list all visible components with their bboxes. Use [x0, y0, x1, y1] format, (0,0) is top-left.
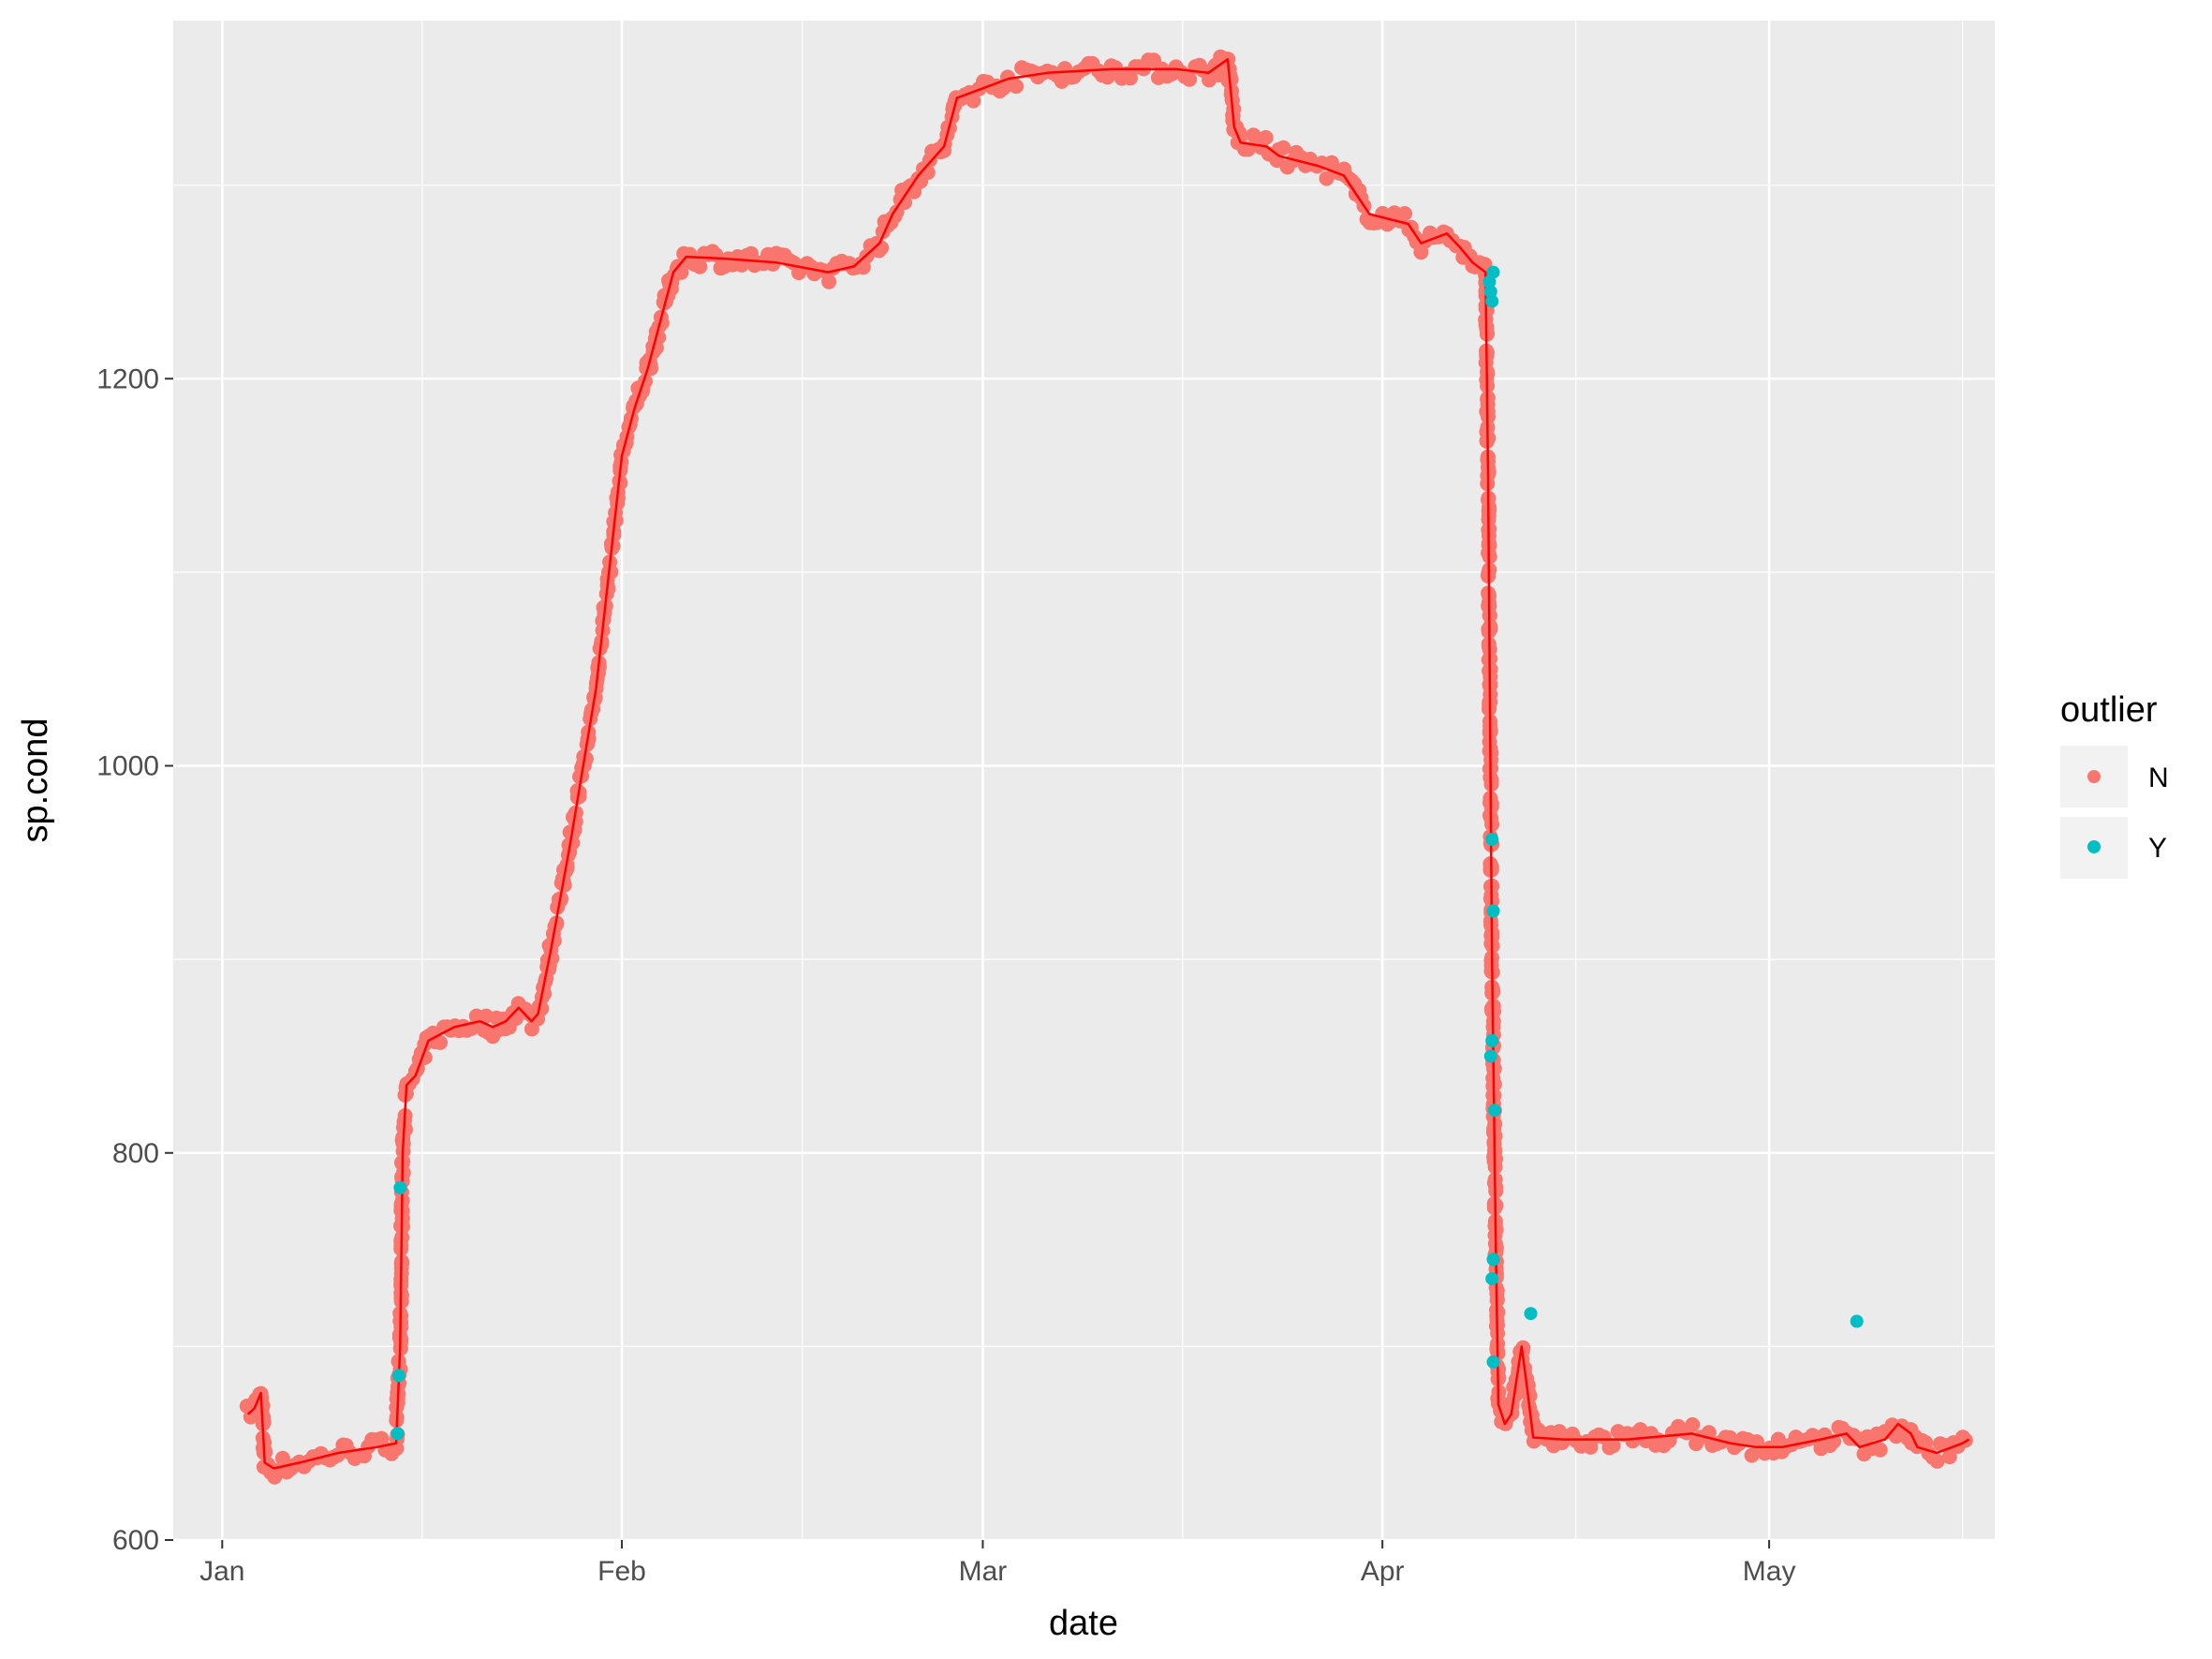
point-y: [393, 1180, 407, 1194]
y-tick-label: 600: [112, 1525, 159, 1556]
legend-label-y: Y: [2148, 833, 2167, 864]
point-n: [1123, 70, 1138, 86]
point-n: [578, 750, 594, 766]
legend-label-n: N: [2148, 763, 2169, 793]
point-n: [374, 1430, 390, 1446]
point-n: [692, 259, 708, 274]
fitted-line: [246, 58, 1970, 1470]
x-tick-label: Feb: [597, 1556, 646, 1587]
y-tick-label: 800: [112, 1138, 159, 1169]
x-tick-label: Apr: [1361, 1556, 1405, 1587]
point-y: [1485, 1272, 1499, 1286]
y-axis: 600 800 1000 1200: [96, 363, 173, 1556]
point-n: [612, 475, 628, 491]
point-n: [605, 538, 621, 554]
legend-key-n: [2087, 770, 2101, 783]
point-n: [1258, 129, 1274, 145]
point-n: [433, 1034, 448, 1050]
minor-gridlines: [173, 21, 1995, 1540]
point-y: [1483, 1049, 1497, 1063]
point-n: [1929, 1453, 1945, 1469]
point-y: [391, 1427, 405, 1441]
x-tick-label: Jan: [199, 1556, 244, 1587]
point-n: [1685, 1416, 1701, 1432]
point-n: [1872, 1442, 1888, 1458]
point-y: [1486, 265, 1500, 279]
point-n: [1508, 1386, 1524, 1402]
legend-title: outlier: [2060, 690, 2158, 730]
major-gridlines: [173, 21, 1995, 1542]
point-n: [256, 1415, 272, 1430]
point-y: [1486, 1252, 1500, 1266]
y-tick-label: 1000: [96, 751, 159, 782]
point-n: [274, 1450, 290, 1466]
point-y: [1485, 294, 1499, 308]
x-tick-label: Mar: [959, 1556, 1008, 1587]
point-y: [1485, 833, 1499, 846]
legend-key-y: [2087, 840, 2101, 853]
point-n: [1397, 206, 1412, 221]
x-tick-label: May: [1743, 1556, 1796, 1587]
point-n: [1182, 71, 1198, 87]
x-axis: Jan Feb Mar Apr May: [199, 1540, 1795, 1587]
point-y: [391, 1369, 406, 1383]
point-n: [556, 877, 572, 893]
point-y: [1486, 1355, 1500, 1369]
y-tick-label: 1200: [96, 363, 159, 394]
point-y: [1486, 904, 1500, 918]
point-n: [821, 274, 837, 289]
point-n: [966, 93, 981, 109]
plot-panel: [173, 21, 1995, 1540]
point-n: [1009, 79, 1025, 95]
point-n: [1941, 1449, 1957, 1465]
point-n: [1515, 1340, 1531, 1355]
legend: outlier N Y: [2060, 690, 2169, 879]
point-y: [1485, 1033, 1499, 1047]
series-line-path: [246, 58, 1970, 1470]
point-y: [1483, 285, 1497, 299]
point-y: [1487, 1104, 1501, 1118]
point-n: [1223, 71, 1239, 87]
point-n: [608, 512, 624, 528]
point-n: [1605, 1438, 1621, 1454]
x-axis-title: date: [1049, 1604, 1118, 1643]
y-axis-title: sp.cond: [16, 718, 55, 842]
point-n: [897, 195, 912, 211]
series-Y-points: [391, 265, 1864, 1441]
point-n: [1276, 140, 1291, 156]
point-y: [1850, 1314, 1864, 1328]
point-y: [1524, 1307, 1538, 1321]
